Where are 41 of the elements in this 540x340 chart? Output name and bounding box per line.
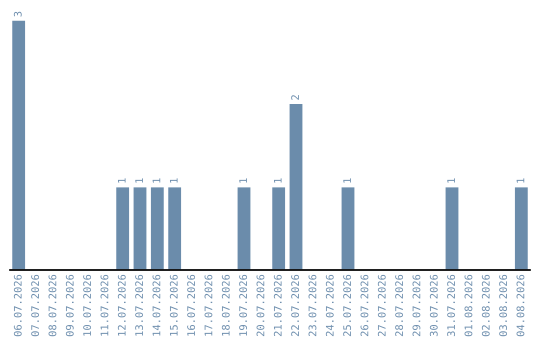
data-label: 2 bbox=[291, 95, 299, 100]
x-tick-label: 30.07.2026 bbox=[430, 274, 438, 336]
x-tick-label: 26.07.2026 bbox=[360, 274, 368, 336]
data-label: 1 bbox=[118, 178, 126, 183]
x-tick-label: 31.07.2026 bbox=[447, 274, 456, 336]
x-tick-label: 19.07.2026 bbox=[239, 274, 248, 336]
x-tick-label: 28.07.2026 bbox=[395, 274, 404, 336]
data-label: 1 bbox=[135, 178, 143, 183]
x-tick-label: 17.07.2026 bbox=[204, 274, 212, 336]
x-tick-label: 03.08.2026 bbox=[499, 274, 508, 336]
x-tick-label: 01.08.2026 bbox=[464, 274, 472, 336]
x-tick-label: 14.07.2026 bbox=[152, 274, 160, 336]
x-tick-label: 08.07.2026 bbox=[48, 274, 56, 336]
x-tick-label: 22.07.2026 bbox=[291, 274, 300, 336]
x-tick-label: 09.07.2026 bbox=[66, 274, 74, 336]
data-label: 1 bbox=[343, 178, 351, 183]
data-label: 1 bbox=[447, 178, 455, 183]
x-tick-label: 10.07.2026 bbox=[83, 274, 92, 336]
x-tick-label: 15.07.2026 bbox=[170, 274, 178, 336]
x-tick-label: 16.07.2026 bbox=[187, 274, 196, 336]
x-tick-label: 18.07.2026 bbox=[222, 274, 230, 336]
x-tick-label: 02.08.2026 bbox=[482, 274, 490, 336]
x-tick-label: 20.07.2026 bbox=[256, 274, 264, 336]
x-tick-label: 24.07.2026 bbox=[326, 274, 334, 336]
x-tick-label: 12.07.2026 bbox=[118, 274, 126, 336]
data-label: 3 bbox=[14, 12, 22, 17]
x-tick-label: 06.07.2026 bbox=[14, 274, 22, 336]
data-label: 1 bbox=[152, 178, 160, 183]
data-label: 1 bbox=[170, 178, 178, 183]
x-tick-label: 23.07.2026 bbox=[308, 274, 316, 336]
x-tick-label: 07.07.2026 bbox=[31, 274, 40, 336]
x-tick-label: 27.07.2026 bbox=[378, 274, 386, 336]
data-label: 1 bbox=[274, 178, 282, 183]
x-tick-label: 04.08.2026 bbox=[516, 274, 524, 336]
x-tick-label: 11.07.2026 bbox=[100, 274, 108, 336]
data-label: 1 bbox=[516, 178, 524, 183]
x-tick-label: 13.07.2026 bbox=[135, 274, 144, 336]
data-label: 1 bbox=[239, 178, 247, 183]
x-tick-label: 29.07.2026 bbox=[412, 274, 420, 336]
x-tick-label: 25.07.2026 bbox=[343, 274, 352, 336]
x-tick-label: 21.07.2026 bbox=[274, 274, 282, 336]
